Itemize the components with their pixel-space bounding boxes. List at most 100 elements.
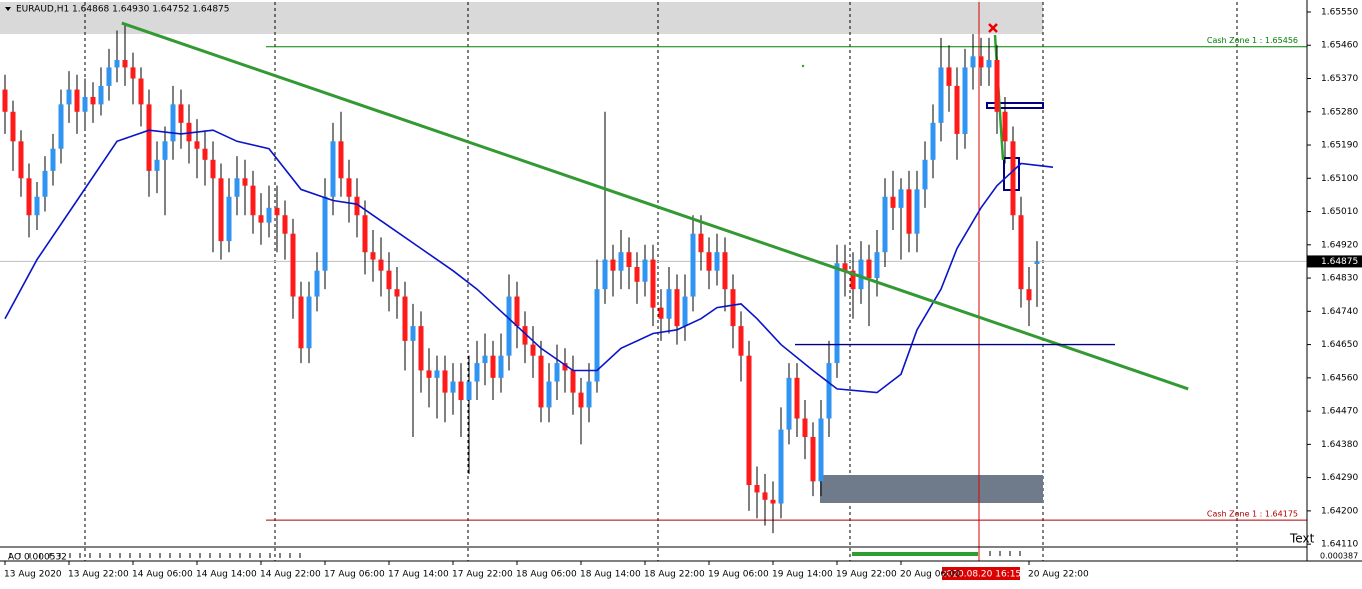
cursor-label: 2020.08.20 16:15 bbox=[941, 570, 1021, 580]
candle-body bbox=[58, 104, 64, 149]
candle-body bbox=[530, 344, 536, 356]
candle-body bbox=[210, 159, 216, 179]
candle-body bbox=[250, 185, 256, 216]
candle-body bbox=[546, 381, 552, 408]
candle-body bbox=[18, 141, 24, 179]
candle-body bbox=[786, 377, 792, 430]
candle-body bbox=[506, 296, 512, 356]
menu-arrow[interactable] bbox=[5, 7, 11, 11]
candle-body bbox=[90, 96, 96, 105]
candle-body bbox=[354, 196, 360, 216]
candle-body bbox=[378, 259, 384, 271]
candle-body bbox=[306, 296, 312, 349]
x-tick-label: 19 Aug 22:00 bbox=[836, 570, 897, 580]
candle-body bbox=[882, 196, 888, 253]
y-tick-label: 1.64650 bbox=[1321, 340, 1358, 350]
y-tick-label: 1.64200 bbox=[1321, 506, 1358, 516]
candle-body bbox=[762, 492, 768, 500]
x-tick-label: 18 Aug 22:00 bbox=[644, 570, 705, 580]
candle-body bbox=[962, 67, 968, 134]
candle-body bbox=[858, 259, 864, 290]
candle-body bbox=[498, 355, 504, 378]
y-tick-label: 1.64290 bbox=[1321, 473, 1358, 483]
candle-body bbox=[914, 189, 920, 234]
candle-body bbox=[50, 148, 56, 171]
candle-body bbox=[898, 189, 904, 208]
x-tick-label: 20 Aug 22:00 bbox=[1028, 570, 1089, 580]
candle-body bbox=[194, 141, 200, 149]
candle-body bbox=[778, 429, 784, 504]
y-tick-label: 1.64830 bbox=[1321, 274, 1358, 284]
candle-body bbox=[130, 67, 136, 79]
candle-body bbox=[538, 355, 544, 408]
candle-body bbox=[274, 207, 280, 216]
candle-body bbox=[242, 178, 248, 186]
candle-body bbox=[906, 189, 912, 234]
candle-body bbox=[74, 89, 80, 112]
candle-body bbox=[202, 148, 208, 160]
candle-body bbox=[314, 270, 320, 297]
candle-body bbox=[1002, 111, 1008, 142]
candle-body bbox=[578, 392, 584, 408]
candle-body bbox=[554, 363, 560, 382]
price-label: 1.64875 bbox=[1321, 257, 1358, 267]
x-tick-label: 14 Aug 06:00 bbox=[132, 570, 193, 580]
annotation-text: Text bbox=[1289, 532, 1315, 546]
price-label-box bbox=[1307, 255, 1362, 268]
x-tick-label: 19 Aug 14:00 bbox=[772, 570, 833, 580]
candle-body bbox=[994, 60, 1000, 112]
candle-body bbox=[162, 141, 168, 160]
indicator-bars bbox=[852, 552, 978, 556]
y-tick-label: 1.64740 bbox=[1321, 307, 1358, 317]
indicator-label: AO 0.000532 bbox=[8, 553, 67, 563]
y-tick-label: 1.65460 bbox=[1321, 41, 1358, 51]
candle-body bbox=[946, 67, 952, 86]
candle-body bbox=[634, 266, 640, 282]
candle-body bbox=[594, 289, 600, 382]
candle-body bbox=[2, 89, 8, 112]
candle-body bbox=[1026, 289, 1032, 301]
candle-body bbox=[186, 122, 192, 142]
y-tick-label: 1.65100 bbox=[1321, 174, 1358, 184]
candle-body bbox=[418, 326, 424, 371]
candle-body bbox=[450, 381, 456, 393]
candle-body bbox=[482, 355, 488, 364]
candle-body bbox=[290, 233, 296, 297]
candle-body bbox=[114, 60, 120, 68]
candle-body bbox=[666, 289, 672, 319]
candle-body bbox=[362, 215, 368, 253]
indicator-value: 0.000387 bbox=[1320, 552, 1358, 561]
y-tick-label: 1.64380 bbox=[1321, 440, 1358, 450]
candle-body bbox=[986, 60, 992, 68]
candle-body bbox=[850, 270, 856, 290]
candle-body bbox=[98, 85, 104, 105]
candle-body bbox=[954, 85, 960, 134]
candle-body bbox=[322, 196, 328, 271]
candle-body bbox=[298, 296, 304, 349]
candle-body bbox=[642, 259, 648, 282]
candle-body bbox=[818, 418, 824, 482]
candle-body bbox=[66, 89, 72, 105]
x-tick-label: 18 Aug 06:00 bbox=[516, 570, 577, 580]
zone-box bbox=[820, 475, 1043, 503]
candle-body bbox=[746, 355, 752, 486]
candle-body bbox=[978, 56, 984, 68]
candle-body bbox=[706, 252, 712, 271]
candle-body bbox=[370, 252, 376, 260]
y-tick-label: 1.64470 bbox=[1321, 407, 1358, 417]
candle-body bbox=[938, 67, 944, 123]
candle-body bbox=[834, 263, 840, 364]
candle-body bbox=[426, 370, 432, 378]
candle-body bbox=[826, 363, 832, 419]
candle-body bbox=[890, 196, 896, 208]
candle-body bbox=[658, 307, 664, 319]
candle-body bbox=[490, 355, 496, 378]
candle-body bbox=[586, 381, 592, 408]
candle-body bbox=[930, 122, 936, 160]
y-tick-label: 1.64110 bbox=[1321, 540, 1358, 550]
candle-body bbox=[42, 170, 48, 197]
chart-header: EURAUD,H1 1.64868 1.64930 1.64752 1.6487… bbox=[16, 5, 230, 15]
candle-body bbox=[610, 259, 616, 271]
